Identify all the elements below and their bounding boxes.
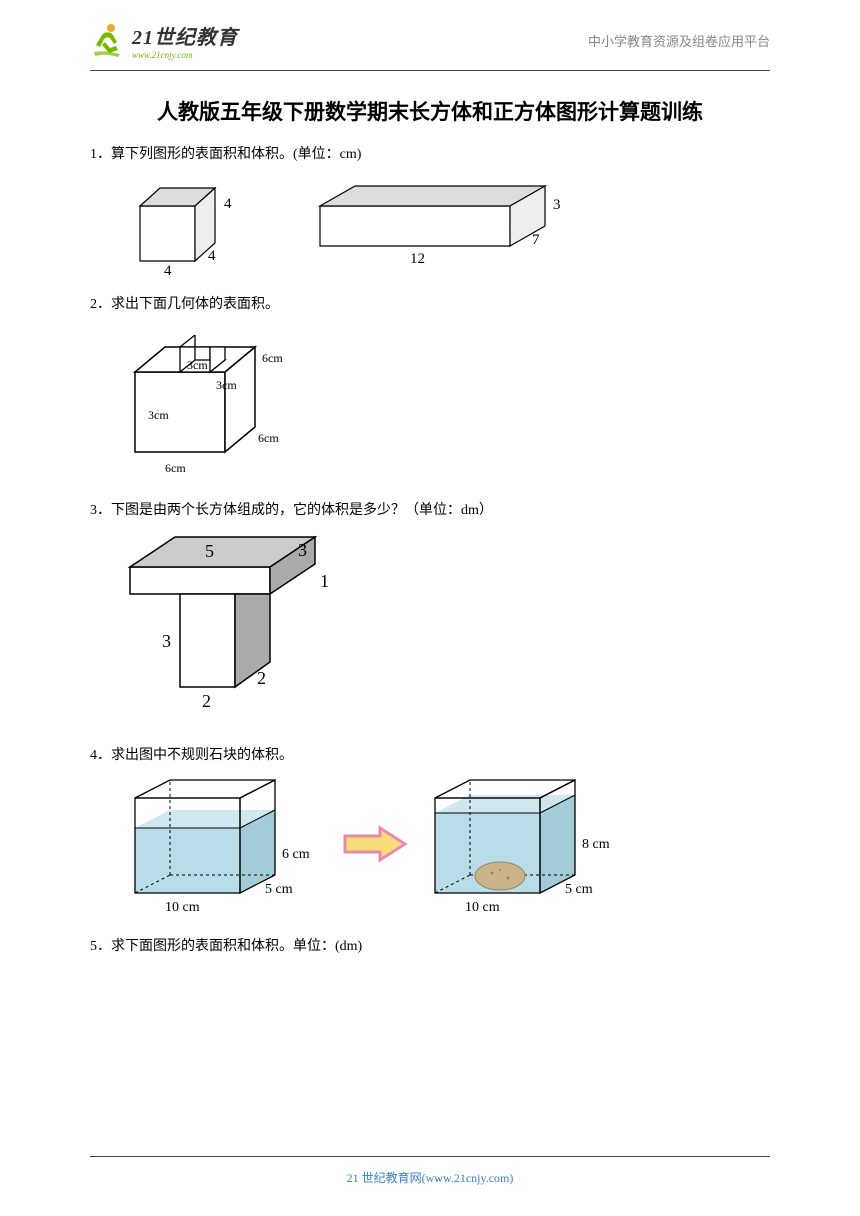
arrow-icon	[345, 828, 405, 860]
page-title: 人教版五年级下册数学期末长方体和正方体图形计算题训练	[90, 96, 770, 126]
t-bot-h: 3	[162, 631, 171, 651]
t-bot-w: 2	[257, 668, 266, 688]
cuboid-label-l: 12	[410, 251, 425, 267]
logo-url: www.21cnjy.com	[132, 50, 238, 60]
t-top-w: 3	[298, 540, 307, 560]
t-bot-l: 2	[202, 691, 211, 711]
footer-text: 21 世纪教育网(www.21cnjy.com)	[0, 1169, 860, 1186]
footer-prefix: 21 世纪教育网	[347, 1171, 422, 1185]
figure-cuboid: 3 7 12	[310, 181, 590, 276]
bottom-divider	[90, 1156, 770, 1157]
logo: 21世纪教育 www.21cnjy.com	[90, 20, 238, 60]
question-5: 5．求下面图形的表面积和体积。单位：(dm)	[90, 936, 770, 958]
cube-label-h: 4	[224, 196, 232, 212]
cuboid-label-h: 3	[553, 197, 561, 213]
runner-icon	[90, 20, 128, 60]
cube-label-w: 4	[208, 248, 216, 264]
footer-url: (www.21cnjy.com)	[422, 1171, 514, 1185]
t-top-h: 1	[320, 571, 329, 591]
tank1-l: 10 cm	[165, 900, 200, 915]
tank-2: 8 cm 5 cm 10 cm	[435, 780, 610, 915]
notch-label-2: 3cm	[216, 378, 237, 392]
tank2-w: 5 cm	[565, 882, 593, 897]
top-divider	[90, 70, 770, 71]
outer-label-1: 6cm	[262, 351, 283, 365]
tank-1: 6 cm 5 cm 10 cm	[135, 780, 310, 915]
header-platform-text: 中小学教育资源及组卷应用平台	[588, 31, 770, 50]
notch-label-1: 3cm	[187, 358, 208, 372]
question-4: 4．求出图中不规则石块的体积。	[90, 745, 770, 767]
tank1-h: 6 cm	[282, 847, 310, 862]
tank2-l: 10 cm	[465, 900, 500, 915]
tank2-h: 8 cm	[582, 837, 610, 852]
figure-cube: 4 4 4	[120, 176, 250, 276]
outer-label-2: 6cm	[258, 431, 279, 445]
figure-notched-cube: 3cm 6cm 3cm 3cm 6cm 6cm	[120, 327, 320, 482]
tank1-w: 5 cm	[265, 882, 293, 897]
logo-text: 21世纪教育	[132, 21, 238, 50]
cube-label-l: 4	[164, 263, 172, 276]
outer-label-3: 6cm	[165, 461, 186, 475]
t-top-l: 5	[205, 541, 214, 561]
figure-t-shape: 5 3 1 3 2 2	[120, 532, 350, 727]
question-3: 3．下图是由两个长方体组成的，它的体积是多少？（单位：dm）	[90, 500, 770, 522]
notch-label-3: 3cm	[148, 408, 169, 422]
cuboid-label-w: 7	[532, 232, 540, 248]
question-1: 1．算下列图形的表面积和体积。(单位：cm)	[90, 144, 770, 166]
figure-water-tanks: 6 cm 5 cm 10 cm	[120, 778, 650, 918]
question-2: 2．求出下面几何体的表面积。	[90, 294, 770, 316]
